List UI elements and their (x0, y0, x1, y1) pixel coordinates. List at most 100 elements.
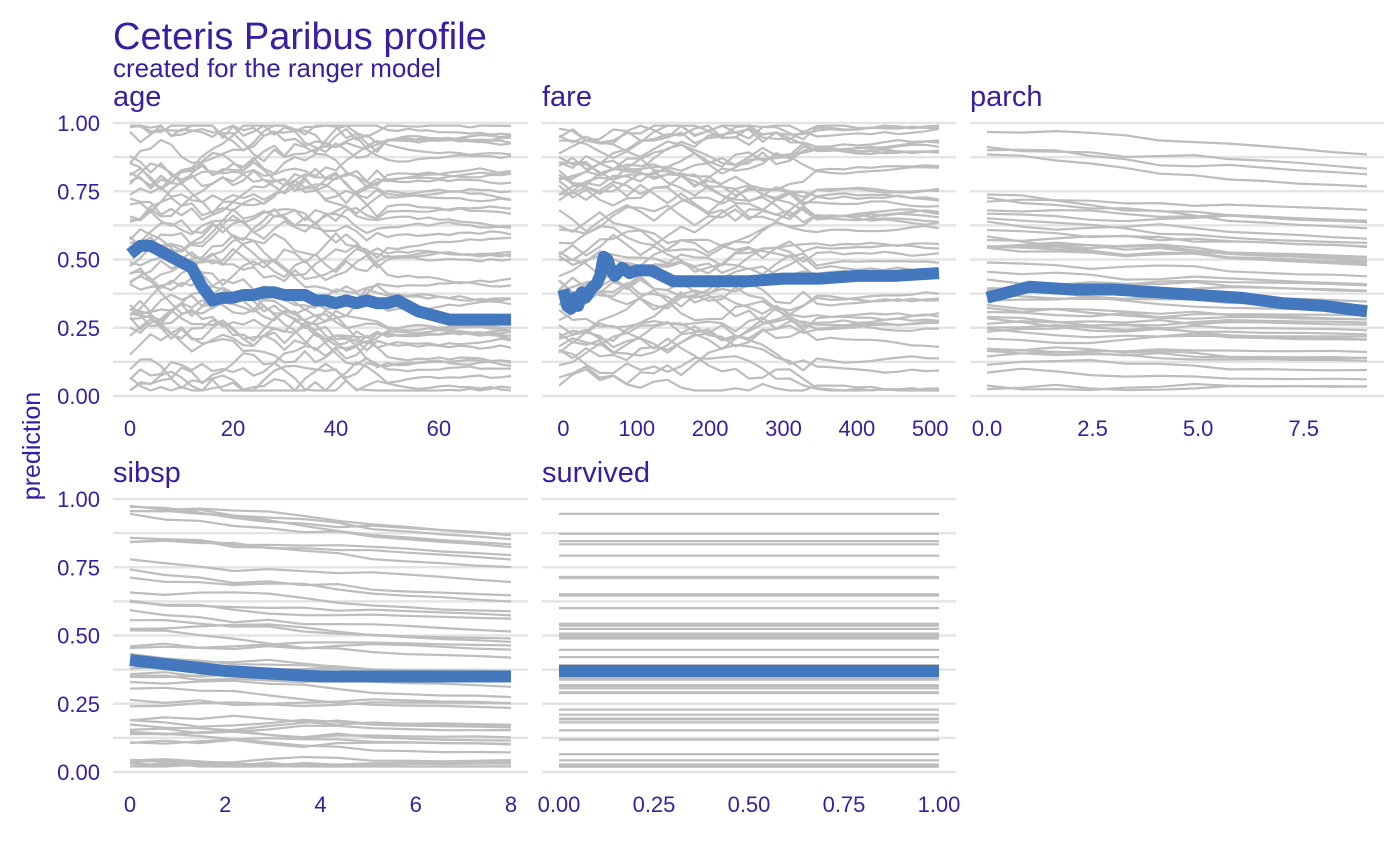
observation-line (129, 124, 512, 152)
observation-line (558, 309, 940, 392)
observation-lines (558, 124, 940, 392)
observation-line (986, 212, 1368, 223)
observation-line (558, 134, 940, 168)
x-tick-label: 40 (324, 416, 348, 441)
x-tick-label: 0 (557, 416, 569, 441)
observation-line (986, 261, 1368, 278)
observation-line (129, 591, 512, 613)
profile-line-parch (985, 280, 1368, 318)
observation-line (986, 209, 1368, 222)
observation-line (129, 539, 512, 569)
observation-line (129, 309, 512, 349)
observation-line (558, 212, 940, 262)
panel-sibsp: sibsp 0.00 0.25 0.50 0.75 1.00 0 2 4 6 8 (57, 457, 528, 817)
y-tick-label: 0.25 (57, 316, 100, 341)
y-tick-label: 1.00 (57, 111, 100, 136)
observation-line (986, 327, 1368, 341)
chart-title: Ceteris Paribus profile (113, 16, 487, 58)
observation-line (558, 312, 940, 357)
observation-line (558, 164, 940, 207)
observation-line (986, 334, 1367, 345)
y-tick-label: 0.50 (57, 248, 100, 273)
x-tick-label: 0.00 (538, 792, 581, 817)
x-tick-label: 6 (410, 792, 422, 817)
observation-line (986, 193, 1368, 230)
x-tick-label: 100 (618, 416, 655, 441)
observation-line (129, 723, 512, 742)
observation-lines (129, 504, 512, 768)
y-tick-label: 0.25 (57, 692, 100, 717)
observation-line (129, 539, 512, 561)
observation-line (558, 320, 940, 348)
observation-line (129, 201, 512, 235)
observation-line (129, 618, 512, 640)
observation-line (558, 317, 940, 348)
x-tick-label: 5.0 (1183, 416, 1214, 441)
observation-line (986, 318, 1368, 326)
observation-line (129, 169, 512, 222)
x-tick-label: 8 (505, 792, 517, 817)
y-tick-label: 1.00 (57, 487, 100, 512)
x-tick-label: 400 (838, 416, 875, 441)
observation-line (986, 153, 1368, 188)
y-tick-label: 0.00 (57, 384, 100, 409)
panel-fare: fare 0 100 200 300 400 500 (542, 81, 956, 441)
observation-line (129, 576, 512, 603)
observation-line (129, 738, 512, 749)
observation-line (129, 698, 512, 708)
observation-line (129, 599, 512, 617)
observation-line (129, 308, 512, 369)
observation-line (558, 204, 940, 235)
x-tick-label: 1.00 (918, 792, 961, 817)
observation-line (558, 157, 940, 216)
observation-line (558, 180, 940, 223)
observation-line (129, 679, 512, 699)
observation-line (986, 310, 1368, 319)
x-tick-label: 2 (219, 792, 231, 817)
panel-label: fare (542, 81, 592, 113)
observation-line (129, 298, 512, 352)
observation-line (558, 124, 940, 160)
observation-line (986, 220, 1368, 240)
observation-line (129, 364, 512, 392)
observation-line (129, 623, 512, 643)
observation-line (986, 349, 1368, 360)
x-tick-label: 20 (221, 416, 245, 441)
observation-line (129, 558, 512, 584)
observation-lines (986, 130, 1368, 392)
x-tick-label: 0 (124, 416, 136, 441)
observation-line (558, 289, 940, 340)
observation-line (129, 508, 512, 546)
observation-line (558, 186, 940, 233)
observation-line (129, 139, 512, 221)
observation-line (986, 382, 1368, 392)
observation-line (986, 358, 1368, 372)
profile-line-age (126, 239, 511, 326)
observation-line (129, 267, 512, 345)
observation-line (130, 761, 512, 768)
observation-line (129, 169, 512, 221)
observation-line (558, 124, 940, 171)
observation-lines (129, 124, 512, 392)
observation-line (986, 270, 1368, 286)
observation-line (129, 161, 512, 218)
observation-line (129, 758, 511, 768)
observation-line (129, 504, 512, 537)
observation-line (986, 348, 1368, 355)
observation-line (558, 279, 940, 312)
observation-line (129, 370, 512, 392)
x-tick-label: 200 (692, 416, 729, 441)
observation-line (129, 235, 512, 274)
x-tick-label: 7.5 (1288, 416, 1319, 441)
observation-line (129, 512, 512, 549)
observation-line (129, 731, 512, 754)
observation-line (986, 352, 1368, 362)
y-axis-label: prediction (18, 392, 46, 500)
observation-lines (559, 512, 939, 768)
observation-line (129, 568, 512, 597)
panel-survived: survived 0.00 0.25 0.50 0.75 1.00 (538, 457, 961, 817)
x-tick-label: 60 (427, 416, 451, 441)
observation-line (558, 316, 940, 367)
panel-label: parch (970, 81, 1043, 113)
